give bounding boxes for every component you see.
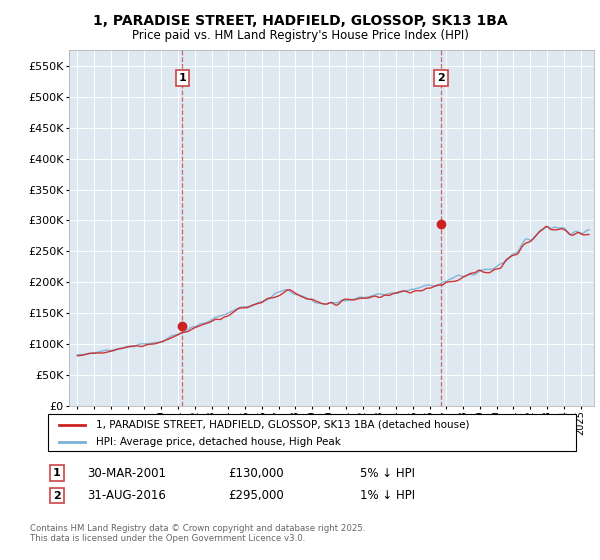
Text: 2: 2 — [437, 73, 445, 83]
Text: HPI: Average price, detached house, High Peak: HPI: Average price, detached house, High… — [95, 437, 340, 447]
Text: 1: 1 — [53, 468, 61, 478]
Text: Contains HM Land Registry data © Crown copyright and database right 2025.
This d: Contains HM Land Registry data © Crown c… — [30, 524, 365, 543]
Text: 1: 1 — [178, 73, 186, 83]
Text: 1, PARADISE STREET, HADFIELD, GLOSSOP, SK13 1BA: 1, PARADISE STREET, HADFIELD, GLOSSOP, S… — [92, 14, 508, 28]
Text: 2: 2 — [53, 491, 61, 501]
Text: 31-AUG-2016: 31-AUG-2016 — [87, 489, 166, 502]
Text: 30-MAR-2001: 30-MAR-2001 — [87, 466, 166, 480]
FancyBboxPatch shape — [48, 414, 576, 451]
Text: 1% ↓ HPI: 1% ↓ HPI — [360, 489, 415, 502]
Text: £130,000: £130,000 — [228, 466, 284, 480]
Text: Price paid vs. HM Land Registry's House Price Index (HPI): Price paid vs. HM Land Registry's House … — [131, 29, 469, 42]
Text: £295,000: £295,000 — [228, 489, 284, 502]
Text: 1, PARADISE STREET, HADFIELD, GLOSSOP, SK13 1BA (detached house): 1, PARADISE STREET, HADFIELD, GLOSSOP, S… — [95, 419, 469, 430]
Text: 5% ↓ HPI: 5% ↓ HPI — [360, 466, 415, 480]
